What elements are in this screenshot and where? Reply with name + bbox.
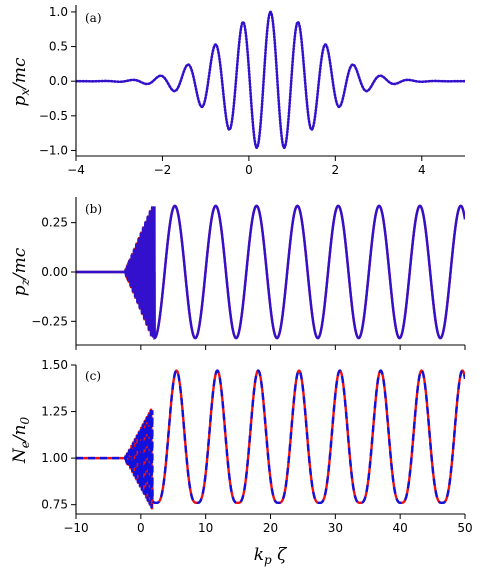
x-tick-label: 20 [263, 521, 278, 535]
panel-c-series-2 [76, 369, 465, 509]
panel-c-ylabel: Ne/n0 [10, 416, 32, 464]
panel-c-label: (c) [85, 369, 101, 383]
panel-b-series-2 [76, 204, 465, 340]
panel-a: −4 −2 0 2 4 −1.0 −0.5 0.0 0.5 1.0 (a) px/mc [10, 5, 465, 177]
x-tick-label: 40 [393, 521, 408, 535]
x-tick-label: 0 [245, 163, 253, 177]
panel-b-ylabel: pz/mc [10, 247, 32, 296]
x-tick-label: −10 [63, 521, 88, 535]
y-tick-label: 1.00 [41, 451, 68, 465]
y-tick-label: 0.25 [41, 216, 68, 230]
panel-a-plot-area: −4 −2 0 2 4 −1.0 −0.5 0.0 0.5 1.0 [39, 5, 465, 177]
x-tick-label: −2 [154, 163, 172, 177]
x-tick-label: 10 [198, 521, 213, 535]
y-tick-label: −0.5 [39, 109, 68, 123]
panel-a-series-2 [76, 10, 465, 150]
panel-c: −10 0 10 20 30 40 50 0.75 1.00 1.25 1.50 (c) Ne/n0 [10, 358, 473, 535]
figure-xlabel: kp ζ [254, 545, 288, 567]
y-tick-label: 1.25 [41, 405, 68, 419]
panel-a-ylabel: px/mc [10, 57, 32, 107]
panel-c-plot-area: −10 0 10 20 30 40 50 0.75 1.00 1.25 1.50 [41, 358, 472, 535]
x-tick-label: −4 [67, 163, 85, 177]
panel-b-plot-area: −0.25 0.00 0.25 [31, 197, 466, 350]
y-tick-label: 0.5 [49, 40, 68, 54]
y-tick-label: 0.0 [49, 74, 68, 88]
panel-a-label: (a) [85, 11, 102, 25]
y-tick-label: −0.25 [31, 314, 68, 328]
y-tick-label: −1.0 [39, 143, 68, 157]
x-tick-label: 30 [328, 521, 343, 535]
panel-b: −0.25 0.00 0.25 (b) pz/mc [10, 197, 466, 350]
y-tick-label: 1.0 [49, 5, 68, 19]
y-tick-label: 0.00 [41, 265, 68, 279]
y-tick-label: 0.75 [41, 498, 68, 512]
x-tick-label: 4 [418, 163, 426, 177]
y-tick-label: 1.50 [41, 358, 68, 372]
panel-b-label: (b) [85, 202, 102, 216]
x-tick-label: 0 [137, 521, 145, 535]
x-tick-label: 50 [457, 521, 472, 535]
x-tick-label: 2 [332, 163, 340, 177]
